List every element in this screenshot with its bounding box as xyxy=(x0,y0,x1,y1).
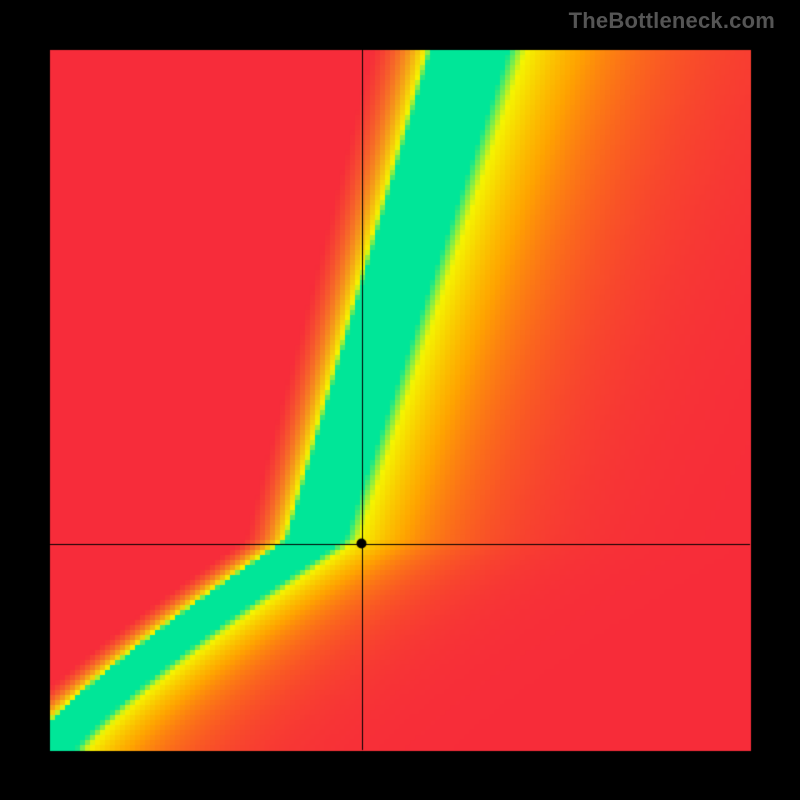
bottleneck-heatmap-canvas xyxy=(0,0,800,800)
chart-container: TheBottleneck.com xyxy=(0,0,800,800)
watermark-text: TheBottleneck.com xyxy=(569,8,775,34)
